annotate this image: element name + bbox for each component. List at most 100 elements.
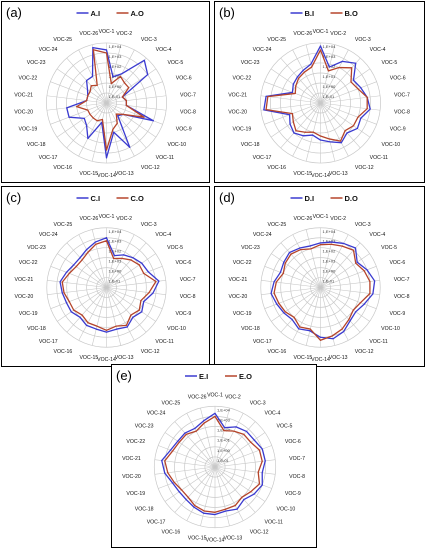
data-point: [282, 272, 284, 274]
category-label: VOC-17: [39, 155, 58, 161]
spoke: [106, 287, 166, 295]
panel-label-b: (b): [219, 5, 235, 20]
data-point: [125, 99, 127, 102]
data-point: [261, 460, 263, 462]
data-point: [181, 489, 183, 491]
category-label: VOC-23: [27, 60, 46, 66]
category-label: VOC-21: [228, 92, 247, 98]
data-point: [351, 67, 353, 69]
data-point: [352, 309, 354, 311]
spoke: [320, 102, 377, 125]
data-point: [101, 121, 103, 124]
data-point: [185, 498, 187, 501]
data-point: [68, 272, 70, 274]
data-point: [253, 493, 255, 495]
category-label: VOC-25: [267, 222, 286, 228]
category-label: VOC-25: [162, 401, 181, 407]
tick-label: 1,E-01: [109, 94, 122, 99]
data-point: [126, 326, 128, 328]
spoke: [158, 466, 216, 489]
data-point: [105, 52, 108, 54]
data-point: [319, 49, 322, 51]
data-point: [296, 76, 299, 78]
data-point: [148, 292, 150, 294]
data-point: [195, 430, 197, 432]
spoke: [78, 287, 107, 341]
data-point: [295, 85, 297, 87]
legend-label: E.O: [239, 372, 252, 381]
spoke: [214, 466, 266, 502]
data-point: [105, 237, 108, 239]
spoke: [200, 466, 216, 527]
category-label: VOC-22: [126, 439, 145, 445]
chart-panel-e: VOC-1 VOC-2 VOC-3 VOC-4 VOC-5 VOC-6 VOC-7 VOC-8…: [111, 364, 317, 548]
spoke: [292, 49, 321, 104]
tick-label: 1,E+02: [109, 249, 123, 254]
category-label: VOC-9: [175, 311, 191, 317]
spoke: [261, 280, 321, 288]
data-point: [329, 141, 331, 143]
data-point: [96, 84, 98, 86]
data-point: [257, 471, 259, 473]
data-point: [161, 459, 163, 462]
data-point: [344, 130, 346, 132]
category-label: VOC-11: [156, 155, 174, 161]
category-label: VOC-25: [53, 222, 72, 228]
category-label: VOC-15: [79, 355, 98, 361]
data-point: [73, 264, 75, 266]
category-label: VOC-2: [116, 216, 132, 222]
category-label: VOC-19: [19, 311, 38, 317]
category-label: VOC-18: [27, 326, 46, 332]
tick-label: 1,E+04: [109, 44, 123, 49]
data-point: [293, 132, 295, 134]
data-point: [355, 311, 357, 313]
data-point: [128, 87, 130, 89]
category-label: VOC-24: [39, 47, 58, 53]
data-point: [355, 262, 357, 264]
category-label: VOC-4: [156, 47, 172, 53]
radar-chart-e: VOC-1 VOC-2 VOC-3 VOC-4 VOC-5 VOC-6 VOC-7 VOC-8…: [122, 372, 305, 544]
data-point: [155, 280, 157, 283]
data-point: [122, 113, 124, 115]
data-point: [341, 60, 343, 62]
category-label: VOC-1: [207, 392, 223, 398]
data-point: [143, 301, 145, 303]
data-point: [330, 243, 332, 245]
data-point: [85, 124, 88, 127]
legend-label: E.I: [199, 372, 208, 381]
data-point: [63, 292, 65, 294]
data-point: [158, 280, 160, 282]
data-point: [138, 309, 140, 311]
data-point: [339, 140, 342, 142]
category-label: VOC-3: [141, 37, 157, 43]
data-point: [96, 120, 98, 122]
category-label: VOC-25: [267, 37, 286, 43]
category-label: VOC-19: [233, 311, 252, 317]
data-point: [341, 245, 343, 247]
tick-label: 1,E-01: [323, 279, 336, 284]
category-label: VOC-2: [225, 394, 241, 400]
spoke: [57, 287, 107, 322]
category-label: VOC-8: [180, 110, 196, 116]
category-label: VOC-9: [176, 127, 192, 133]
spoke: [106, 253, 156, 288]
data-point: [302, 69, 304, 71]
tick-label: 1,E+03: [323, 54, 337, 59]
legend-label: C.I: [91, 194, 101, 203]
category-label: VOC-26: [79, 216, 98, 222]
data-point: [141, 311, 143, 313]
category-label: VOC-2: [330, 216, 346, 222]
data-point: [184, 432, 186, 434]
category-label: VOC-14: [311, 357, 330, 363]
data-point: [233, 430, 235, 432]
category-label: VOC-1: [313, 214, 329, 220]
spoke: [106, 287, 147, 333]
data-point: [346, 132, 348, 134]
data-point: [331, 335, 334, 337]
data-point: [276, 303, 278, 305]
data-point: [87, 95, 89, 97]
data-point: [73, 309, 75, 311]
data-point: [140, 299, 142, 302]
category-label: VOC-8: [394, 294, 410, 300]
spoke: [305, 287, 321, 346]
